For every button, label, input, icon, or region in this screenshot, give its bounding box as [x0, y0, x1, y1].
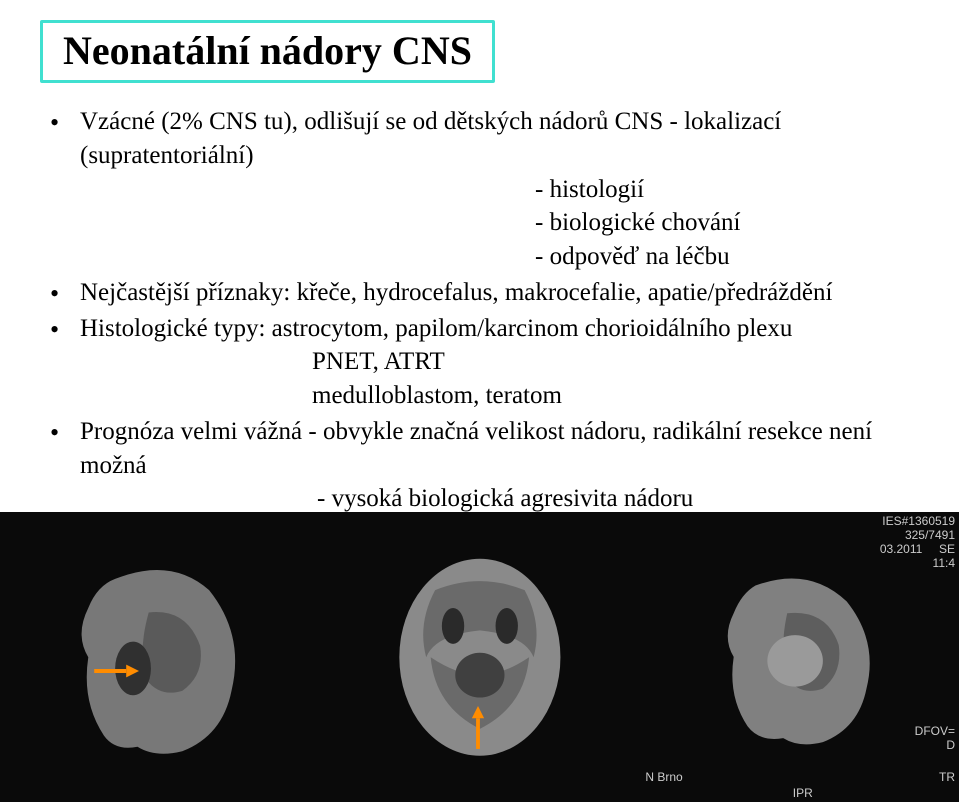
bullet-1-text: Vzácné (2% CNS tu), odlišují se od dětsk… — [80, 108, 781, 169]
dicom-se: SE — [939, 542, 955, 556]
dicom-annotation: 03.2011 SE — [880, 542, 955, 556]
bullet-3-sub1: PNET, ATRT — [80, 345, 919, 379]
brain-sagittal-icon — [700, 538, 898, 776]
dicom-date: 03.2011 — [880, 542, 923, 556]
bullet-3-sub2: medulloblastom, teratom — [80, 379, 919, 413]
dicom-annotation: 11:4 — [933, 556, 955, 570]
arrow-icon — [470, 706, 486, 752]
bullet-3-text: Histologické typy: astrocytom, papilom/k… — [80, 315, 792, 342]
arrow-icon — [90, 663, 140, 679]
bullet-3: Histologické typy: astrocytom, papilom/k… — [50, 312, 919, 413]
mri-image-3: IES#1360519 325/7491 03.2011 SE 11:4 DFO… — [639, 512, 959, 802]
bullet-2-text: Nejčastější příznaky: křeče, hydrocefalu… — [80, 279, 832, 306]
slide: Neonatální nádory CNS Vzácné (2% CNS tu)… — [0, 0, 959, 802]
bullet-1-sub3: - odpověď na léčbu — [80, 240, 919, 274]
dicom-annotation: D — [946, 738, 955, 752]
bullet-1-sub1: - histologií — [80, 173, 919, 207]
bullet-4-text: Prognóza velmi vážná - obvykle značná ve… — [80, 418, 872, 479]
brain-sagittal-icon — [48, 534, 272, 781]
slide-title: Neonatální nádory CNS — [63, 27, 472, 74]
bullet-1: Vzácné (2% CNS tu), odlišují se od dětsk… — [50, 105, 919, 274]
dicom-annotation: N Brno — [645, 770, 682, 784]
dicom-annotation: 325/7491 — [905, 528, 955, 542]
dicom-annotation: IES#1360519 — [882, 514, 955, 528]
image-row: IES#1360519 325/7491 03.2011 SE 11:4 DFO… — [0, 512, 959, 802]
mri-image-2 — [320, 512, 640, 802]
bullet-1-sub2: - biologické chování — [80, 206, 919, 240]
dicom-annotation: IPR — [793, 786, 813, 800]
mri-image-1 — [0, 512, 320, 802]
bullet-4-sub1: - vysoká biologická agresivita nádoru — [80, 482, 919, 516]
dicom-annotation: DFOV= — [915, 724, 955, 738]
dicom-annotation: TR — [939, 770, 955, 784]
title-box: Neonatální nádory CNS — [40, 20, 495, 83]
bullet-2: Nejčastější příznaky: křeče, hydrocefalu… — [50, 276, 919, 310]
